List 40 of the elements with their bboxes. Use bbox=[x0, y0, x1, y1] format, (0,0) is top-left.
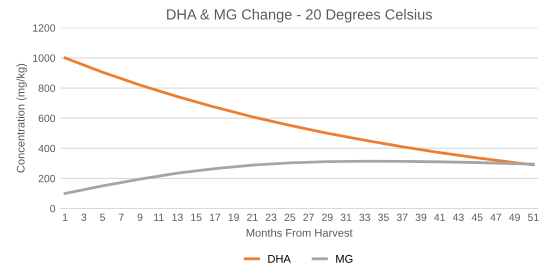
y-tick-label: 0 bbox=[50, 205, 56, 212]
y-tick-label: 200 bbox=[38, 174, 56, 182]
x-tick-label: 27 bbox=[303, 214, 314, 221]
legend-label: MG bbox=[336, 254, 352, 263]
x-tick-label: 35 bbox=[378, 214, 389, 222]
x-tick-label: 33 bbox=[359, 214, 370, 222]
x-tick-label: 23 bbox=[266, 214, 276, 222]
x-axis-title: Months From Harvest bbox=[246, 228, 353, 237]
x-tick-label: 31 bbox=[340, 214, 352, 222]
x-tick-label: 9 bbox=[138, 214, 142, 222]
chart-title: DHA & MG Change - 20 Degrees Celsius bbox=[167, 8, 432, 22]
x-tick-label: 41 bbox=[434, 214, 445, 221]
x-tick-label: 49 bbox=[509, 214, 520, 222]
y-tick-label: 800 bbox=[38, 84, 56, 92]
x-tick-label: 25 bbox=[284, 214, 296, 222]
x-tick-label: 43 bbox=[452, 214, 464, 222]
y-tick-label: 600 bbox=[38, 114, 56, 122]
y-tick-label: 1000 bbox=[33, 54, 56, 62]
y-tick-label: 400 bbox=[38, 144, 56, 152]
legend-label: DHA bbox=[268, 255, 291, 263]
x-tick-label: 51 bbox=[528, 214, 539, 222]
x-tick-label: 15 bbox=[191, 214, 202, 222]
x-tick-label: 21 bbox=[247, 214, 258, 221]
x-tick-label: 13 bbox=[172, 214, 183, 222]
x-tick-label: 39 bbox=[416, 214, 426, 222]
line-series bbox=[64, 160, 535, 195]
x-tick-label: 3 bbox=[81, 214, 86, 222]
x-tick-label: 47 bbox=[490, 214, 502, 221]
x-tick-label: 7 bbox=[118, 214, 124, 221]
x-tick-label: 17 bbox=[210, 214, 220, 221]
x-tick-label: 19 bbox=[228, 214, 239, 222]
y-tick-label: 1200 bbox=[33, 24, 56, 32]
x-tick-label: 37 bbox=[396, 214, 408, 222]
x-tick-label: 11 bbox=[154, 214, 164, 221]
x-tick-label: 45 bbox=[472, 214, 483, 222]
y-axis-title: Concentration (mg/kg) bbox=[16, 64, 27, 173]
x-tick-label: 1 bbox=[62, 214, 68, 221]
x-tick-label: 5 bbox=[100, 214, 105, 222]
line-series bbox=[64, 56, 535, 166]
x-tick-label: 29 bbox=[322, 214, 333, 222]
